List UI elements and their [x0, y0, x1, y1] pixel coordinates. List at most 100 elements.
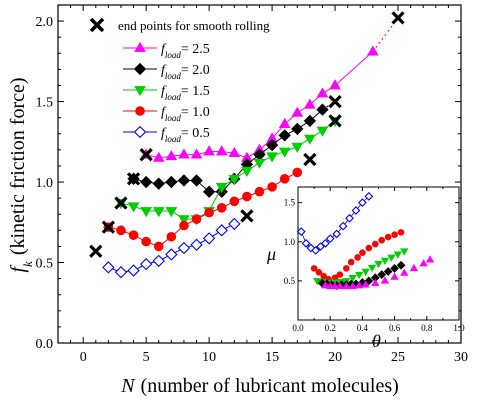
data-point-diamond — [177, 174, 191, 187]
inset-point-diamond — [301, 238, 311, 248]
legend-marker — [133, 125, 147, 139]
endpoint-stroke — [391, 11, 405, 25]
endpoint-stroke — [101, 220, 116, 234]
x-axis-label: N (number of lubricant molecules) — [120, 375, 399, 397]
inset-plot: 0.0 0.2 0.4 0.6 0.8 1.0 0.5 1.0 1.5 μ θ — [266, 186, 465, 351]
inset-point-circle — [315, 268, 323, 276]
main-plot: 0 5 10 15 20 25 30 0.0 0.5 1.0 1.5 2.0 N (number of … — [7, 4, 468, 397]
endpoint-x-marker — [89, 244, 103, 258]
inset-point-triangle-down — [355, 271, 364, 280]
inset-point-triangle-down — [348, 275, 357, 283]
endpoint-x-marker — [139, 148, 153, 162]
inset-point-diamond — [383, 267, 393, 276]
inset-point-diamond — [338, 221, 348, 231]
legend-entry: fload= 2.0 — [123, 62, 210, 81]
legend-marker — [134, 41, 146, 52]
endpoint-x-marker — [328, 114, 342, 128]
data-point-diamond — [165, 175, 178, 189]
data-point-triangle-down — [228, 174, 241, 186]
inset-point-diamond — [311, 245, 321, 255]
legend: end points for smooth rolling fload= 2.5… — [89, 17, 270, 144]
data-point-triangle — [278, 117, 291, 128]
series-0 — [140, 17, 399, 162]
data-point-triangle-down — [215, 183, 228, 194]
inset-point-triangle — [371, 278, 380, 286]
inset-point-diamond — [364, 192, 374, 201]
inset-point-triangle — [390, 272, 399, 280]
data-point-diamond — [202, 185, 216, 198]
inset-point-triangle-down — [361, 268, 370, 276]
inset-x-tick-label: 0.0 — [292, 323, 304, 333]
inset-point-triangle-down — [387, 254, 396, 262]
data-point-diamond — [152, 254, 165, 268]
data-point-diamond — [278, 129, 291, 142]
legend-label: fload= 1.5 — [161, 84, 210, 102]
inset-point-triangle — [380, 276, 390, 284]
data-point-circle — [141, 236, 151, 247]
inset-point-diamond — [377, 270, 387, 280]
y-tick-label: 0.5 — [36, 257, 54, 272]
inset-point-circle — [397, 229, 405, 236]
data-point-circle — [128, 230, 139, 240]
inset-series-4 — [321, 255, 435, 290]
inset-point-diamond — [396, 260, 406, 270]
inset-frame — [297, 186, 460, 321]
data-point-triangle — [329, 79, 341, 90]
endpoint-stroke — [89, 244, 103, 258]
endpoint-stroke — [114, 196, 128, 210]
inset-point-diamond — [320, 238, 330, 248]
x-tick-label: 20 — [328, 350, 342, 365]
endpoint-markers — [89, 11, 405, 258]
data-point-circle — [279, 174, 290, 184]
series-1 — [127, 101, 336, 198]
inset-y-axis-label: μ — [266, 244, 276, 264]
endpoint-x-marker — [391, 11, 405, 25]
inset-point-triangle — [400, 268, 409, 276]
data-point-diamond — [127, 264, 140, 277]
inset-y-tick-label: 1.5 — [284, 198, 296, 208]
data-point-triangle — [178, 148, 190, 159]
data-point-triangle — [291, 106, 304, 117]
inset-point-circle — [336, 271, 344, 278]
data-point-diamond — [228, 217, 241, 231]
data-point-triangle — [215, 145, 228, 156]
data-point-diamond — [165, 248, 178, 261]
inset-point-diamond — [358, 198, 367, 208]
inset-point-triangle — [342, 281, 351, 290]
main-series-group — [102, 17, 399, 279]
inset-x-axis-label: θ — [372, 331, 381, 351]
x-tick-label: 30 — [454, 350, 468, 365]
inset-point-triangle — [419, 259, 428, 267]
data-point-diamond — [177, 241, 191, 255]
data-point-triangle-down — [241, 166, 253, 177]
inset-point-triangle — [425, 255, 435, 263]
data-point-triangle — [367, 45, 379, 56]
data-point-triangle-down — [178, 215, 190, 226]
inset-x-tick-label: 0.6 — [389, 323, 401, 333]
inset-point-triangle-down — [393, 251, 402, 259]
data-point-diamond — [102, 261, 115, 274]
legend-marker — [134, 86, 146, 97]
data-point-triangle — [304, 98, 316, 109]
inset-point-triangle — [335, 281, 345, 290]
data-point-diamond — [215, 224, 228, 237]
endpoint-x-marker — [328, 94, 342, 109]
inset-point-triangle — [321, 281, 330, 289]
data-point-diamond — [190, 238, 203, 251]
data-point-diamond — [139, 175, 153, 189]
legend-label: fload= 2.0 — [161, 63, 210, 81]
endpoint-stroke — [139, 148, 153, 162]
inset-point-diamond — [351, 206, 361, 215]
inset-point-triangle-down — [400, 248, 409, 256]
inset-point-triangle — [409, 263, 419, 272]
data-point-triangle — [152, 151, 165, 162]
data-point-triangle — [203, 145, 215, 156]
inset-y-tick-label: 1.0 — [284, 237, 296, 247]
inset-point-triangle — [361, 280, 370, 288]
y-tick-label: 0.0 — [36, 337, 54, 352]
data-point-diamond — [291, 122, 304, 136]
inset-point-diamond — [345, 213, 354, 223]
data-point-triangle-down — [316, 126, 329, 137]
series-line — [108, 223, 235, 273]
